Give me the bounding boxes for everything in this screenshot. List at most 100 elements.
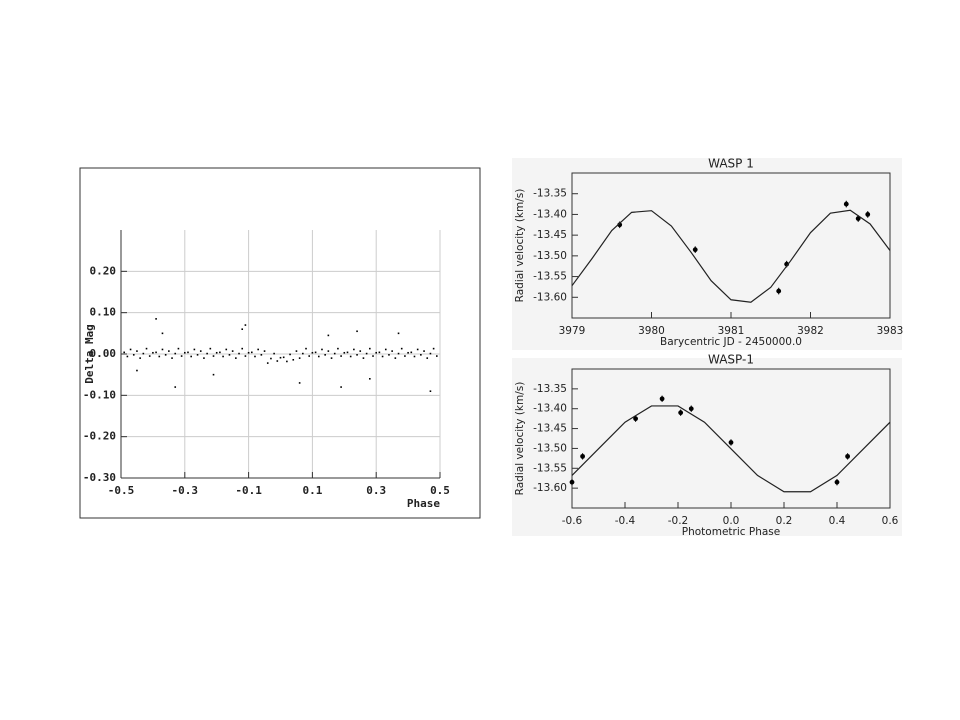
data-point xyxy=(222,355,224,358)
data-point xyxy=(353,348,355,351)
data-point xyxy=(343,351,346,354)
data-point xyxy=(177,347,180,350)
data-point xyxy=(161,332,164,335)
chart-frame xyxy=(79,167,481,519)
data-point xyxy=(254,355,256,358)
data-point xyxy=(225,348,228,351)
data-point xyxy=(394,357,397,359)
y-tick-label: 0.10 xyxy=(90,306,117,319)
data-point xyxy=(362,357,365,359)
data-point xyxy=(215,351,218,354)
data-point xyxy=(244,355,247,357)
data-point xyxy=(180,355,183,357)
data-point xyxy=(308,355,311,357)
x-tick-label: 0.2 xyxy=(776,515,793,527)
data-point xyxy=(337,347,339,350)
data-point xyxy=(276,360,279,362)
x-tick-label: -0.5 xyxy=(108,484,135,497)
data-point xyxy=(633,416,638,422)
y-tick-label: -13.60 xyxy=(533,482,567,494)
y-tick-label: -13.50 xyxy=(533,250,567,262)
data-point xyxy=(148,355,151,357)
data-point xyxy=(397,352,400,355)
data-point xyxy=(196,354,199,356)
data-point xyxy=(129,348,132,351)
y-tick-label: -13.45 xyxy=(533,423,567,435)
x-tick-label: -0.1 xyxy=(235,484,262,497)
data-point xyxy=(286,360,288,363)
y-tick-label: -13.40 xyxy=(533,403,567,415)
data-point xyxy=(295,350,298,352)
data-point xyxy=(199,350,202,352)
data-point xyxy=(384,348,387,351)
x-axis-label: Phase xyxy=(407,497,440,510)
data-point xyxy=(569,479,575,485)
data-point xyxy=(375,351,377,354)
y-tick-label: -0.20 xyxy=(83,430,116,443)
data-point xyxy=(241,347,244,350)
y-tick-label: -13.35 xyxy=(533,383,567,395)
y-tick-label: -0.30 xyxy=(83,471,116,484)
x-tick-label: 0.6 xyxy=(882,515,899,527)
data-point xyxy=(580,453,585,459)
data-point xyxy=(407,351,409,354)
data-point xyxy=(219,351,221,354)
data-point xyxy=(349,355,352,358)
data-point xyxy=(152,351,154,354)
data-point xyxy=(659,396,665,402)
data-point xyxy=(346,351,349,354)
data-point xyxy=(123,351,125,354)
x-tick-label: 3981 xyxy=(718,325,745,337)
x-tick-label: 0.3 xyxy=(366,484,386,497)
data-point xyxy=(692,247,698,253)
y-tick-label: -13.40 xyxy=(533,208,567,220)
model-curve xyxy=(571,405,891,493)
data-point xyxy=(855,216,861,221)
data-point xyxy=(298,357,301,359)
y-tick-label: -13.55 xyxy=(533,271,567,283)
x-tick-label: -0.4 xyxy=(615,515,636,527)
data-point xyxy=(187,351,189,354)
data-point xyxy=(235,357,237,359)
x-tick-label: 0.0 xyxy=(723,515,740,527)
data-point xyxy=(340,386,342,388)
data-point xyxy=(244,324,247,326)
data-point xyxy=(381,355,384,358)
data-point xyxy=(388,354,390,356)
y-tick-label: -13.55 xyxy=(533,462,567,474)
data-point xyxy=(413,355,416,358)
chart-title: WASP-1 xyxy=(708,353,754,367)
chart-frame xyxy=(512,358,902,536)
x-axis-label: Photometric Phase xyxy=(682,526,780,538)
data-point xyxy=(212,373,215,376)
data-point xyxy=(372,355,374,357)
x-axis-label: Barycentric JD - 2450000.0 xyxy=(660,336,802,348)
plot-frame xyxy=(571,368,891,509)
y-tick-label: -13.50 xyxy=(533,442,567,454)
data-point xyxy=(228,354,231,356)
y-tick-label: -13.45 xyxy=(533,229,567,241)
data-point xyxy=(378,351,381,354)
data-point xyxy=(843,201,849,207)
chart-frame xyxy=(512,158,902,350)
y-tick-label: -13.35 xyxy=(533,188,567,200)
data-point xyxy=(184,351,186,354)
data-point xyxy=(203,357,205,359)
y-tick-label: -13.60 xyxy=(533,291,567,303)
data-point xyxy=(728,440,734,445)
data-point xyxy=(206,352,208,355)
data-point xyxy=(305,347,307,350)
data-point xyxy=(136,350,138,352)
data-point xyxy=(241,328,244,330)
data-point xyxy=(356,354,358,356)
x-tick-label: -0.6 xyxy=(562,515,583,527)
data-point xyxy=(132,354,135,356)
data-point xyxy=(324,354,326,356)
data-point xyxy=(416,348,419,351)
data-point xyxy=(155,351,157,354)
x-tick-label: 3983 xyxy=(877,325,904,337)
data-point xyxy=(420,354,422,356)
data-point xyxy=(247,351,250,354)
